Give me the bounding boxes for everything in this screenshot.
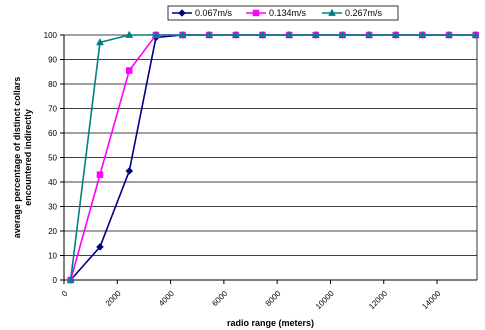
data-point [125,167,134,175]
legend-label: 0.134m/s [269,8,307,18]
series-line [69,34,476,281]
y-tick-label: 50 [48,154,57,163]
y-tick-label: 10 [48,252,57,261]
x-tick-label: 14000 [420,289,442,311]
y-tick-label: 100 [44,31,58,40]
x-tick-label: 12000 [367,289,389,311]
data-point [391,30,400,38]
data-point [418,30,427,38]
x-tick-label: 8000 [264,289,283,308]
series-group [66,30,480,284]
y-tick-label: 30 [48,203,57,212]
legend: 0.067m/s 0.134m/s 0.267m/s [167,5,399,21]
x-axis-label: radio range (meters) [227,318,314,328]
x-tick-label: 4000 [157,289,176,308]
data-point [338,30,347,38]
legend-item: 0.067m/s [172,8,233,18]
data-point [285,30,294,38]
y-tick-label: 80 [48,80,57,89]
data-point [178,9,186,17]
data-point [258,30,267,38]
legend-box [167,5,399,21]
data-point [365,30,374,38]
x-tick-label: 2000 [104,289,123,308]
data-point [126,67,133,74]
data-point [96,171,104,178]
data-point [231,30,240,38]
y-tick-label: 70 [48,105,57,114]
data-point [205,30,214,38]
y-tick-label: 20 [48,227,57,236]
data-point [471,30,480,38]
y-axis-label-line: encountered indirectly [23,109,33,206]
legend-label: 0.267m/s [345,8,383,18]
data-point [66,275,75,283]
x-tick-label: 6000 [210,289,229,308]
x-tick-label: 10000 [314,289,336,311]
data-point [96,243,104,251]
legend-label: 0.067m/s [195,8,233,18]
y-axis-label: average percentage of distinct collarsen… [12,77,33,239]
y-tick-label: 60 [48,129,57,138]
data-point [445,30,453,38]
x-tick-label: 0 [60,289,70,299]
y-axis-tick-labels: 0 10 20 30 40 50 60 70 80 90 100 [44,31,58,285]
axes [63,35,478,281]
y-tick-label: 90 [48,56,57,65]
y-axis-label-line: average percentage of distinct collars [12,77,22,239]
data-point [311,30,320,38]
legend-item: 0.134m/s [246,8,307,18]
y-tick-label: 0 [53,276,58,285]
data-point [125,30,134,38]
data-point [328,8,336,16]
data-point [96,38,104,46]
data-point [252,9,260,17]
data-point [152,30,160,38]
x-axis-tick-labels: 0 2000 4000 6000 8000 10000 12000 14000 [60,280,443,311]
series-0.267m/s [66,30,480,283]
data-point [178,30,187,38]
y-tick-label: 40 [48,178,57,187]
legend-item: 0.267m/s [322,8,383,18]
gridlines [60,34,477,281]
